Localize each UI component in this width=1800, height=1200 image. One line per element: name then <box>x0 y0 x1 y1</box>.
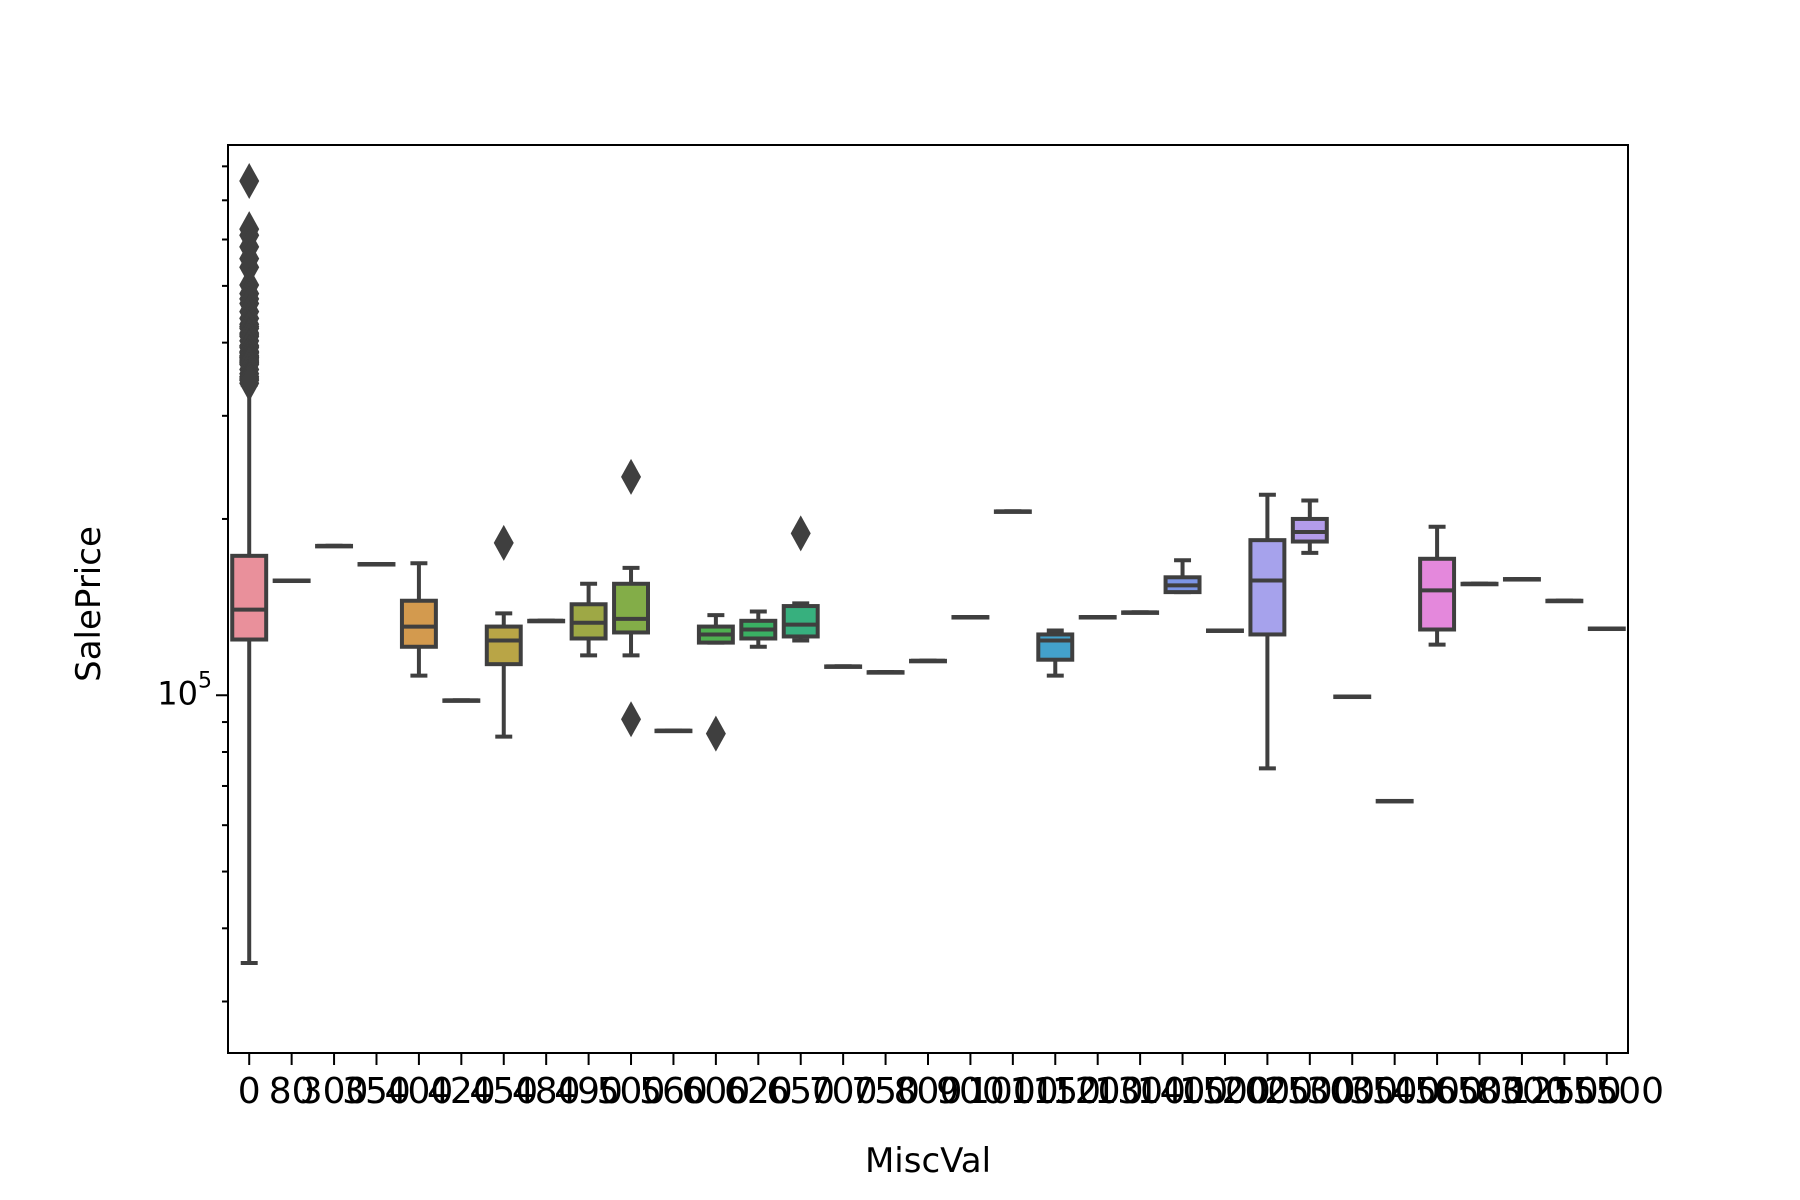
x-tick-label: 480 <box>512 1071 581 1112</box>
iqr-box <box>484 624 523 667</box>
iqr-box <box>612 581 650 635</box>
box-0 <box>230 163 269 966</box>
x-tick-label: 2000 <box>1222 1071 1314 1112</box>
x-tick-label: 750 <box>851 1071 920 1112</box>
x-tick-label: 700 <box>809 1071 878 1112</box>
box-12500 <box>1545 598 1584 604</box>
x-tick-label: 6500 <box>1434 1071 1526 1112</box>
box-8300 <box>1502 577 1541 582</box>
outlier-marker <box>621 701 642 738</box>
box-1200 <box>1078 615 1117 620</box>
x-tick-label: 600 <box>682 1071 751 1112</box>
box-300 <box>315 543 354 549</box>
box-3000 <box>1333 694 1372 700</box>
x-tick-label: 4500 <box>1391 1071 1483 1112</box>
box-480 <box>527 618 566 624</box>
x-tick-label: 3000 <box>1306 1071 1398 1112</box>
box-1400 <box>1163 558 1202 595</box>
plot-area-frame <box>227 144 1629 1054</box>
box-560 <box>654 728 693 734</box>
box-1000 <box>993 509 1032 514</box>
outlier-marker <box>705 715 726 752</box>
y-axis-ticks <box>216 165 228 1003</box>
box-900 <box>951 615 990 620</box>
outlier-marker <box>239 163 260 200</box>
box-420 <box>442 698 481 703</box>
x-tick-label: 15500 <box>1550 1071 1665 1112</box>
x-tick-label: 12500 <box>1507 1071 1622 1112</box>
iqr-box <box>230 553 269 642</box>
box-750 <box>866 670 905 675</box>
x-tick-label: 3500 <box>1349 1071 1441 1112</box>
box-650 <box>781 515 820 643</box>
y-axis-label: SalePrice <box>69 526 109 682</box>
iqr-box <box>1418 556 1457 632</box>
outlier-marker <box>239 365 260 402</box>
boxes-layer <box>230 163 1626 966</box>
box-800 <box>909 658 947 664</box>
x-tick-label: 0 <box>238 1071 261 1112</box>
box-4500 <box>1418 524 1457 647</box>
box-15500 <box>1587 626 1626 632</box>
outlier-marker <box>790 515 811 552</box>
box-500 <box>612 458 650 738</box>
x-tick-label: 650 <box>766 1071 835 1112</box>
x-tick-label: 8300 <box>1476 1071 1568 1112</box>
box-2000 <box>1248 492 1287 771</box>
box-600 <box>696 613 735 752</box>
box-350 <box>357 562 396 567</box>
x-axis-label: MiscVal <box>865 1141 991 1181</box>
x-tick-label: 1300 <box>1094 1071 1186 1112</box>
x-tick-label: 400 <box>385 1071 454 1112</box>
iqr-box <box>1248 538 1287 637</box>
box-1300 <box>1121 610 1160 615</box>
x-tick-label: 1000 <box>967 1071 1059 1112</box>
box-620 <box>739 609 778 649</box>
x-tick-label: 1200 <box>1052 1071 1144 1112</box>
x-tick-label: 1150 <box>1009 1071 1101 1112</box>
x-tick-label: 300 <box>300 1071 369 1112</box>
x-tick-label: 420 <box>427 1071 496 1112</box>
x-tick-label: 2500 <box>1264 1071 1356 1112</box>
x-tick-label: 560 <box>639 1071 708 1112</box>
box-1500 <box>1206 628 1244 633</box>
x-tick-label: 490 <box>554 1071 623 1112</box>
box-3500 <box>1375 798 1414 804</box>
outlier-marker <box>493 524 514 561</box>
box-80 <box>272 578 311 584</box>
iqr-box <box>399 598 438 649</box>
x-tick-label: 1500 <box>1179 1071 1271 1112</box>
x-tick-label: 500 <box>597 1071 666 1112</box>
box-400 <box>399 561 438 678</box>
x-tick-label: 900 <box>936 1071 1005 1112</box>
box-1150 <box>1036 628 1075 678</box>
box-450 <box>484 524 523 739</box>
x-axis-ticks: 0 803003504004204504804905005606006206507… <box>238 1053 1664 1112</box>
box-700 <box>824 664 863 669</box>
x-tick-label: 800 <box>894 1071 963 1112</box>
iqr-box <box>1036 632 1075 662</box>
box-490 <box>569 581 608 658</box>
x-tick-label: 1400 <box>1137 1071 1229 1112</box>
y-tick-label-major: 105 <box>157 668 212 712</box>
box-6500 <box>1460 581 1499 587</box>
x-tick-label: 620 <box>724 1071 793 1112</box>
outlier-marker <box>621 458 642 495</box>
x-tick-label: 450 <box>469 1071 538 1112</box>
x-tick-label: 350 <box>342 1071 411 1112</box>
x-tick-label: 80 <box>269 1071 315 1112</box>
box-2500 <box>1290 498 1329 555</box>
iqr-box <box>781 604 820 639</box>
